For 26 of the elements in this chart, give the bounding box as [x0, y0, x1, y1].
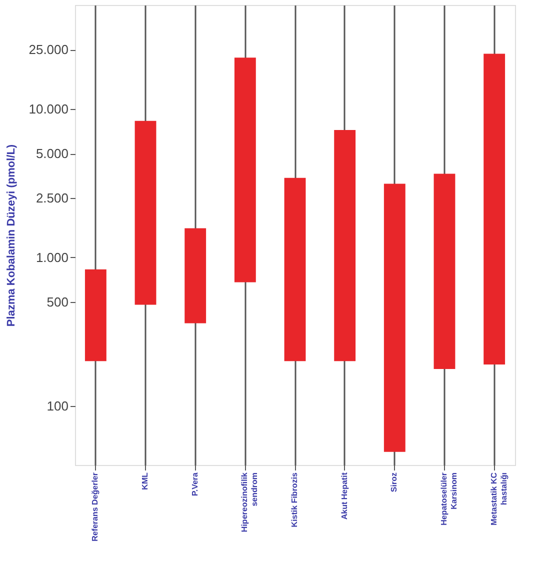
x-tick-label: Kistik Fibrozis: [290, 472, 299, 528]
x-tick-label: Metastatik KC hastalığı: [489, 472, 508, 526]
bar: [484, 54, 506, 364]
y-tick-label: 5.000: [36, 146, 68, 162]
y-axis-title: Plazma Kobalamin Düzeyi (pmol/L): [6, 144, 18, 327]
x-tick-label: Hipereozinofilik sendrom: [240, 472, 260, 532]
x-tick-label: Hepatoselüler Karsinom: [439, 472, 458, 526]
bar: [184, 228, 206, 324]
bar: [384, 184, 406, 452]
x-tick-label: Referans Değerler: [90, 472, 100, 542]
y-tick-label: 1.000: [36, 250, 68, 265]
y-tick-label: 10.000: [28, 101, 68, 116]
x-tick-label: P.Vera: [190, 472, 200, 496]
bar: [134, 120, 156, 305]
bar: [434, 174, 456, 370]
y-tick-label: 2.500: [36, 190, 68, 206]
bar: [334, 130, 356, 362]
x-tick-label: KML: [140, 472, 150, 490]
y-tick-label: 100: [46, 398, 68, 414]
y-tick-label: 500: [46, 294, 68, 310]
bar: [284, 178, 306, 362]
y-tick-label: 25.000: [28, 42, 68, 58]
x-tick-label: Siroz: [390, 472, 399, 492]
bar: [234, 58, 256, 282]
bar: [84, 269, 106, 362]
x-tick-label: Akut Hepatit: [340, 472, 349, 520]
